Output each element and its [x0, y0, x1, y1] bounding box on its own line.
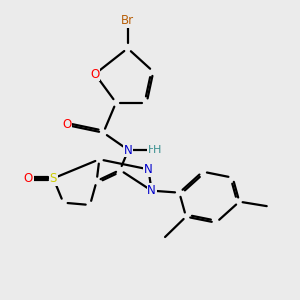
Text: Br: Br: [121, 14, 134, 27]
Text: H: H: [153, 145, 162, 155]
Text: O: O: [90, 68, 100, 80]
Text: O: O: [62, 118, 71, 131]
Text: H: H: [148, 145, 156, 155]
Text: N: N: [144, 163, 153, 176]
Text: N: N: [147, 184, 156, 197]
Text: O: O: [24, 172, 33, 185]
Text: N: N: [124, 143, 133, 157]
Text: S: S: [50, 172, 57, 185]
